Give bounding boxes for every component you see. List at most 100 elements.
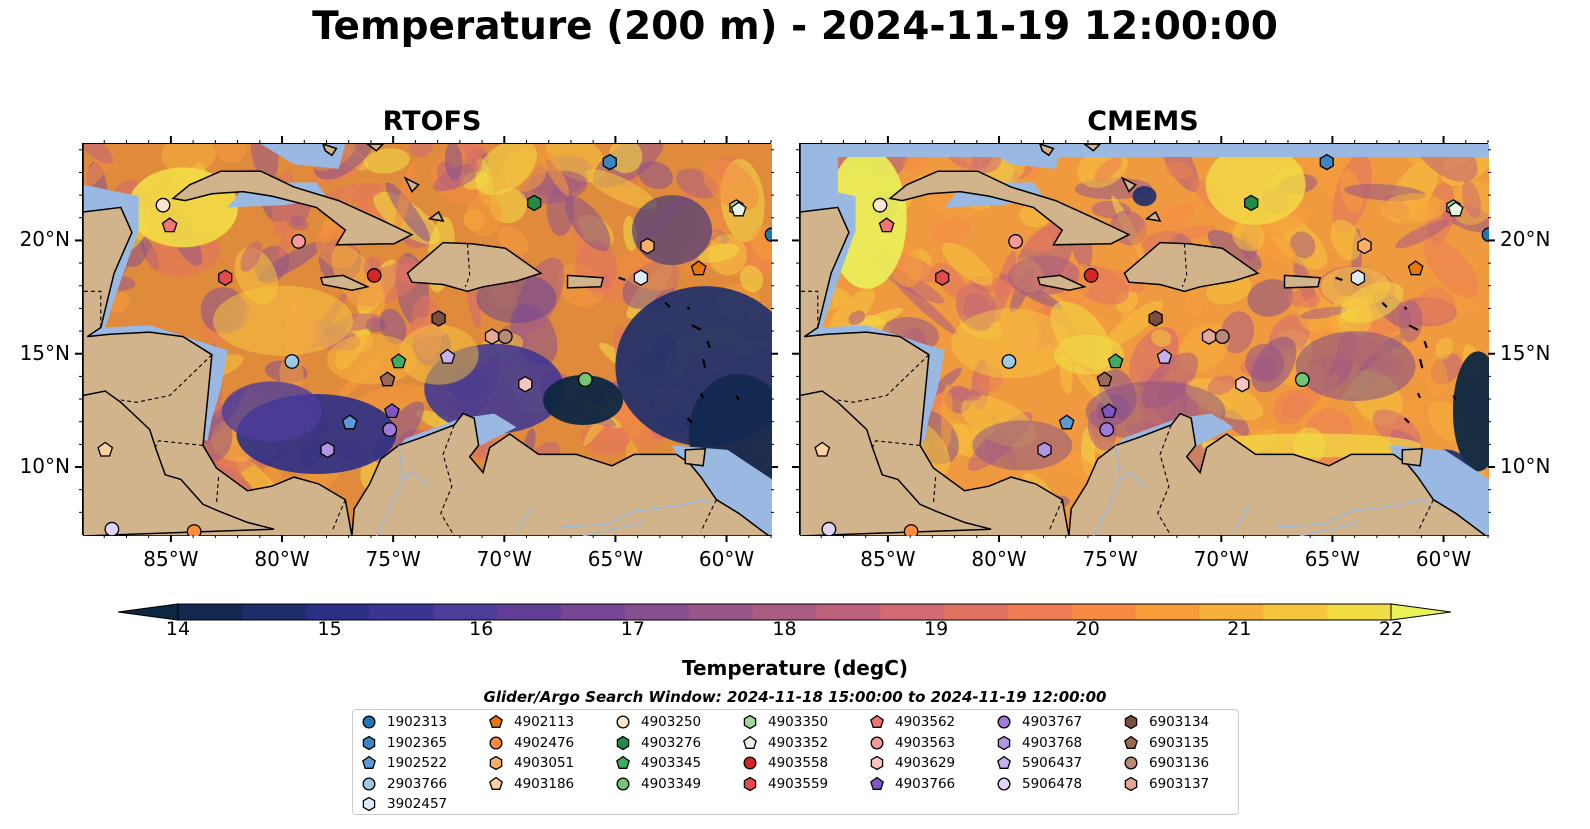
float-marker[interactable] [1350, 269, 1366, 286]
float-marker[interactable] [291, 234, 306, 249]
float-marker[interactable] [1481, 227, 1489, 243]
legend-marker[interactable] [743, 714, 757, 730]
float-marker[interactable] [1099, 422, 1115, 437]
float-marker[interactable] [284, 354, 300, 369]
legend-marker[interactable] [362, 735, 376, 750]
legend-label: 4903352 [768, 734, 829, 751]
float-marker[interactable] [764, 227, 772, 243]
legend-marker-icon [997, 755, 1011, 769]
float-marker[interactable] [497, 329, 513, 345]
legend-marker[interactable] [489, 714, 503, 728]
legend-marker[interactable] [870, 714, 884, 728]
legend-label: 6903135 [1149, 734, 1210, 751]
float-marker[interactable] [878, 217, 895, 233]
float-marker[interactable] [484, 328, 500, 345]
float-marker[interactable] [155, 197, 171, 213]
legend-marker[interactable] [489, 755, 503, 771]
legend-marker[interactable] [362, 777, 376, 790]
float-marker[interactable] [97, 441, 114, 457]
float-marker[interactable] [577, 372, 593, 388]
float-marker[interactable] [366, 268, 382, 283]
float-marker[interactable] [1058, 414, 1075, 430]
float-marker[interactable] [1214, 329, 1230, 345]
legend-marker[interactable] [1124, 714, 1138, 730]
float-marker[interactable] [341, 414, 358, 430]
float-marker[interactable] [814, 441, 831, 457]
legend-label: 4902476 [514, 734, 575, 751]
float-marker[interactable] [161, 217, 178, 233]
legend-marker[interactable] [743, 735, 757, 749]
legend-marker-icon [743, 714, 757, 730]
float-marker[interactable] [518, 375, 533, 393]
float-marker[interactable] [1148, 310, 1163, 327]
float-marker[interactable] [439, 348, 456, 364]
legend-marker[interactable] [743, 756, 757, 770]
float-marker[interactable] [1201, 328, 1217, 345]
legend-marker[interactable] [997, 735, 1011, 750]
float-marker[interactable] [1294, 372, 1310, 388]
float-marker[interactable] [1037, 441, 1052, 459]
legend-marker[interactable] [870, 755, 884, 771]
float-marker[interactable] [186, 524, 202, 536]
legend-marker-icon [362, 796, 376, 812]
legend-item: 4903186 [488, 776, 574, 792]
float-marker[interactable] [903, 524, 919, 536]
float-marker[interactable] [379, 371, 396, 387]
legend-marker[interactable] [870, 776, 884, 790]
float-marker[interactable] [104, 521, 120, 536]
float-marker[interactable] [1357, 237, 1372, 255]
legend-marker-icon [616, 755, 630, 769]
legend-marker[interactable] [743, 776, 757, 791]
float-marker[interactable] [602, 153, 617, 171]
legend-marker[interactable] [997, 715, 1011, 729]
legend-marker[interactable] [1124, 776, 1138, 791]
legend-label: 4903766 [895, 775, 956, 792]
legend-marker[interactable] [362, 755, 376, 769]
float-marker[interactable] [431, 310, 446, 327]
float-marker[interactable] [1001, 354, 1017, 369]
legend-marker[interactable] [997, 755, 1011, 769]
legend-marker[interactable] [489, 776, 503, 790]
map-panel-rtofs[interactable] [82, 143, 772, 536]
float-marker[interactable] [527, 194, 542, 212]
lon-tick-label: 65°W [587, 547, 644, 571]
lat-tick-label: 20°N [1500, 227, 1551, 252]
float-marker[interactable] [935, 269, 950, 286]
legend-marker[interactable] [616, 735, 630, 750]
legend-marker[interactable] [362, 715, 376, 729]
map-canvas-cmems[interactable] [800, 144, 1489, 536]
float-marker[interactable] [633, 269, 649, 286]
float-marker[interactable] [1407, 260, 1424, 276]
float-marker[interactable] [1447, 201, 1464, 217]
float-marker[interactable] [1319, 153, 1334, 171]
float-marker[interactable] [640, 237, 655, 255]
legend-marker[interactable] [362, 796, 376, 812]
float-marker[interactable] [1244, 194, 1259, 212]
float-marker[interactable] [382, 422, 398, 437]
float-marker[interactable] [384, 403, 400, 419]
float-marker[interactable] [821, 521, 837, 536]
legend-marker[interactable] [1124, 756, 1138, 770]
legend-marker[interactable] [616, 715, 630, 729]
float-marker[interactable] [872, 197, 888, 213]
legend-marker[interactable] [997, 777, 1011, 790]
float-marker[interactable] [730, 201, 747, 217]
float-marker[interactable] [1107, 353, 1124, 369]
float-marker[interactable] [690, 260, 707, 276]
float-marker[interactable] [1008, 234, 1023, 249]
map-panel-cmems[interactable] [799, 143, 1489, 536]
legend-marker[interactable] [489, 736, 503, 749]
float-marker[interactable] [1156, 348, 1173, 364]
float-marker[interactable] [1096, 371, 1113, 387]
float-marker[interactable] [1101, 403, 1117, 419]
legend-marker[interactable] [616, 755, 630, 769]
float-marker[interactable] [390, 353, 407, 369]
float-marker[interactable] [1235, 375, 1250, 393]
legend-marker[interactable] [1124, 735, 1138, 749]
legend-marker[interactable] [616, 777, 630, 790]
float-marker[interactable] [320, 441, 335, 459]
legend-marker[interactable] [870, 736, 884, 749]
float-marker[interactable] [218, 269, 233, 286]
float-marker[interactable] [1083, 268, 1099, 283]
map-canvas-rtofs[interactable] [83, 144, 772, 536]
